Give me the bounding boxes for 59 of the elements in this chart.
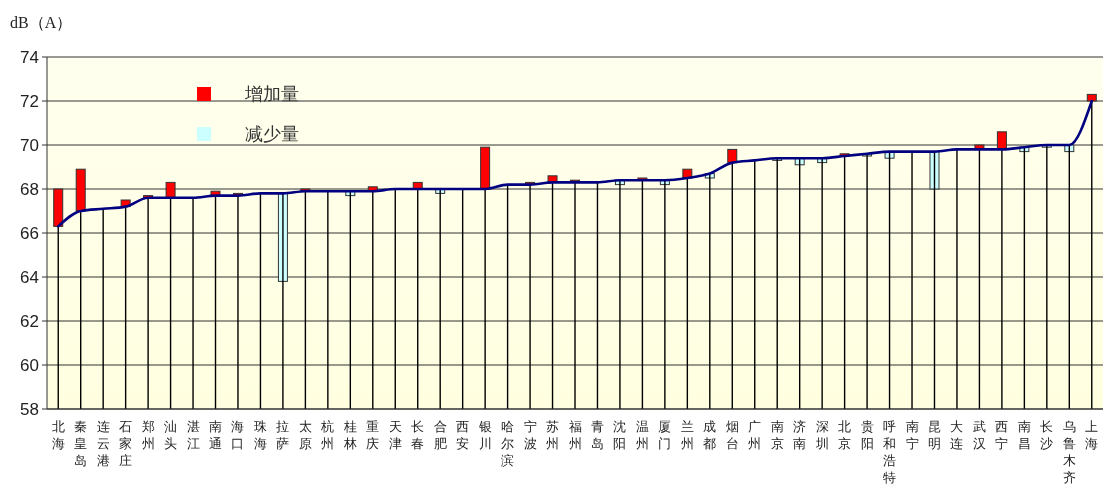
x-tick-label: 南京 — [770, 419, 784, 451]
x-tick-label: 太原 — [298, 419, 312, 451]
x-tick-label: 兰州 — [680, 419, 694, 451]
y-tick-label: 58 — [20, 399, 39, 419]
x-tick-label: 杭州 — [320, 419, 335, 451]
x-tick-label: 汕头 — [164, 419, 178, 451]
y-tick-label: 70 — [20, 135, 39, 155]
x-tick-label: 广州 — [748, 419, 762, 451]
x-tick-label: 乌鲁木齐 — [1062, 419, 1076, 485]
y-axis-title: dB（A） — [10, 14, 73, 31]
x-tick-label: 温州 — [635, 419, 649, 451]
x-tick-label: 石家庄 — [119, 419, 133, 468]
x-tick-label: 哈尔滨 — [501, 419, 515, 468]
y-tick-label: 68 — [20, 179, 39, 199]
x-tick-label: 厦门 — [658, 419, 672, 451]
y-tick-label: 74 — [20, 47, 39, 67]
x-tick-label: 重庆 — [366, 419, 380, 451]
y-tick-label: 60 — [20, 355, 39, 375]
x-tick-label: 长春 — [411, 419, 425, 451]
x-tick-label: 贵阳 — [860, 419, 874, 451]
x-tick-label: 郑州 — [141, 419, 155, 451]
x-tick-label: 苏州 — [546, 419, 560, 451]
x-tick-label: 成都 — [703, 419, 717, 451]
legend-label: 减少量 — [245, 124, 299, 145]
x-tick-label: 沈阳 — [613, 419, 627, 451]
x-tick-label: 连云港 — [96, 419, 110, 468]
x-tick-label: 合肥 — [433, 419, 447, 451]
x-tick-label: 桂林 — [342, 419, 357, 451]
x-tick-label: 南昌 — [1017, 419, 1031, 451]
x-tick-label: 昆明 — [927, 419, 941, 451]
y-tick-label: 64 — [20, 267, 39, 287]
x-tick-label: 海口 — [231, 419, 245, 451]
y-tick-label: 72 — [20, 91, 39, 111]
x-tick-label: 西安 — [456, 419, 470, 451]
x-tick-label: 深圳 — [814, 419, 829, 451]
x-tick-label: 湛江 — [186, 419, 200, 451]
x-tick-label: 珠海 — [253, 419, 267, 451]
x-tick-label: 北京 — [838, 419, 852, 451]
y-tick-label: 62 — [20, 311, 39, 331]
x-tick-label: 宁波 — [523, 419, 537, 451]
x-tick-label: 长沙 — [1040, 419, 1054, 451]
y-tick-label: 66 — [20, 223, 39, 243]
x-tick-label: 西宁 — [995, 419, 1009, 451]
x-tick-label: 北海 — [51, 419, 65, 451]
x-tick-label: 南宁 — [905, 419, 919, 451]
x-tick-label: 南通 — [209, 419, 223, 451]
x-tick-label: 福州 — [568, 419, 582, 451]
x-tick-label: 天津 — [388, 419, 402, 451]
x-tick-label: 济南 — [793, 419, 807, 451]
x-tick-label: 烟台 — [725, 419, 739, 451]
legend-label: 增加量 — [244, 84, 299, 105]
x-tick-label: 呼和浩特 — [883, 419, 897, 485]
x-tick-label: 银川 — [477, 419, 492, 451]
x-tick-label: 秦皇岛 — [74, 419, 88, 468]
x-tick-label: 大连 — [950, 419, 964, 451]
x-tick-label: 拉萨 — [276, 419, 290, 451]
x-tick-label: 武汉 — [972, 419, 986, 451]
x-tick-label: 上海 — [1085, 419, 1099, 451]
x-tick-label: 青岛 — [590, 419, 604, 451]
